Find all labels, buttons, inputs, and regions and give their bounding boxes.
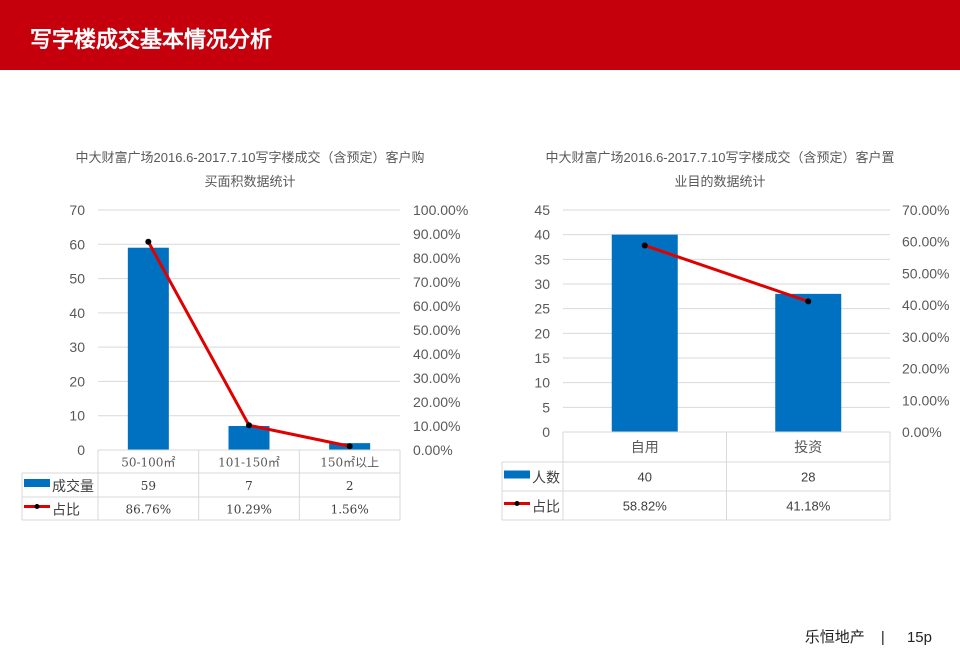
chart1-left-tick-label: 70 (69, 202, 85, 218)
footer-separator: | (880, 629, 885, 646)
chart1-legend-label: 成交量 (52, 478, 94, 494)
footer-company: 乐恒地产 (804, 628, 865, 646)
chart1-data-table-value: 59 (141, 479, 156, 493)
chart2-left-tick-label: 5 (542, 399, 550, 415)
chart2-right-tick-label: 50.00% (902, 265, 949, 281)
chart2-legend-label: 占比 (532, 499, 560, 515)
chart2-legend-bar-swatch (504, 470, 530, 479)
chart1-line-marker (145, 238, 152, 245)
chart1-right-tick-label: 30.00% (413, 370, 460, 386)
chart2-left-tick-label: 10 (534, 375, 550, 391)
chart2-data-table-value: 41.18% (786, 499, 831, 514)
header-bar: 写字楼成交基本情况分析 (0, 0, 960, 70)
chart2-data-table-value: 40 (638, 470, 652, 485)
chart2-data-table-value: 28 (801, 470, 815, 485)
chart2-bar (775, 293, 842, 432)
chart2-data-table-value: 58.82% (623, 499, 668, 514)
chart2-left-tick-label: 30 (534, 276, 550, 292)
chart1-right-tick-label: 10.00% (413, 418, 460, 434)
chart1-right-tick-label: 90.00% (413, 226, 460, 242)
chart1-right-tick-label: 100.00% (413, 202, 468, 218)
chart1-left-tick-label: 40 (69, 305, 85, 321)
chart2-title: 中大财富广场2016.6-2017.7.10写字楼成交（含预定）客户置 业目的数… (510, 146, 930, 194)
chart2-category-label: 自用 (631, 439, 659, 455)
chart2-title-line2: 业目的数据统计 (674, 174, 766, 189)
chart2-line-series (644, 244, 809, 303)
chart2-left-tick-label: 45 (534, 202, 550, 218)
chart1-legend-bar-swatch (24, 479, 50, 487)
chart1-bar (228, 426, 270, 450)
chart1-legend-line-marker (34, 504, 40, 509)
chart2-bar (611, 234, 678, 432)
chart1-title-line2: 买面积数据统计 (204, 174, 296, 189)
chart1-data-table-value: 7 (245, 479, 253, 493)
chart1-right-tick-label: 40.00% (413, 346, 460, 362)
chart2-right-tick-label: 10.00% (902, 392, 949, 408)
chart1-right-tick-label: 0.00% (413, 442, 453, 458)
chart1-line-marker (246, 422, 252, 429)
chart2-legend-line-marker (514, 501, 520, 506)
chart1-right-tick-label: 60.00% (413, 298, 460, 314)
chart1-line-marker (346, 443, 353, 450)
chart1-left-tick-label: 10 (69, 408, 85, 424)
footer-page-number: 15p (906, 629, 932, 646)
chart1-title: 中大财富广场2016.6-2017.7.10写字楼成交（含预定）客户购 买面积数… (40, 146, 460, 194)
chart1-bar (127, 247, 169, 450)
chart1-category-label: 50-100㎡ (121, 456, 175, 470)
page-title: 写字楼成交基本情况分析 (30, 27, 273, 52)
chart1-category-label: 101-150㎡ (218, 456, 280, 470)
footer: 乐恒地产 | 15p (799, 626, 932, 647)
chart1-left-tick-label: 50 (69, 271, 85, 287)
chart1-data-table-value: 2 (346, 479, 354, 493)
chart2-left-tick-label: 15 (534, 350, 550, 366)
chart1-left-tick-label: 0 (77, 442, 85, 458)
chart1-data-table-value: 1.56% (331, 503, 369, 517)
chart2-legend-label: 人数 (532, 470, 560, 486)
chart2-right-tick-label: 60.00% (902, 234, 949, 250)
chart2-right-tick-label: 30.00% (902, 329, 949, 345)
chart2-left-tick-label: 40 (534, 227, 550, 243)
chart1-data-table-value: 86.76% (125, 503, 171, 517)
chart1-left-tick-label: 30 (69, 339, 85, 355)
chart2-left-tick-label: 35 (534, 251, 550, 267)
chart2-left-tick-label: 20 (534, 325, 550, 341)
chart2-line-marker (641, 242, 648, 249)
chart1-right-tick-label: 20.00% (413, 394, 460, 410)
chart2-right-tick-label: 20.00% (902, 361, 949, 377)
chart1-left-tick-label: 60 (69, 236, 85, 252)
chart2-right-tick-label: 0.00% (902, 424, 942, 440)
chart1-right-tick-label: 80.00% (413, 250, 460, 266)
chart2-category-label: 投资 (794, 439, 822, 455)
chart2-left-tick-label: 25 (534, 301, 550, 317)
chart1-legend-label: 占比 (52, 502, 80, 518)
chart2-right-tick-label: 40.00% (902, 297, 949, 313)
chart1-left-tick-label: 20 (69, 373, 85, 389)
chart2-line-marker (805, 298, 812, 305)
chart2-right-tick-label: 70.00% (902, 202, 949, 218)
chart1-right-tick-label: 70.00% (413, 274, 460, 290)
chart1-category-label: 150㎡以上 (320, 456, 379, 470)
chart2-left-tick-label: 0 (542, 424, 550, 440)
chart1-right-tick-label: 50.00% (413, 322, 460, 338)
chart1-data-table-value: 10.29% (226, 503, 272, 517)
chart1-title-line1: 中大财富广场2016.6-2017.7.10写字楼成交（含预定）客户购 (75, 150, 425, 165)
chart2-title-line1: 中大财富广场2016.6-2017.7.10写字楼成交（含预定）客户置 (545, 150, 895, 165)
